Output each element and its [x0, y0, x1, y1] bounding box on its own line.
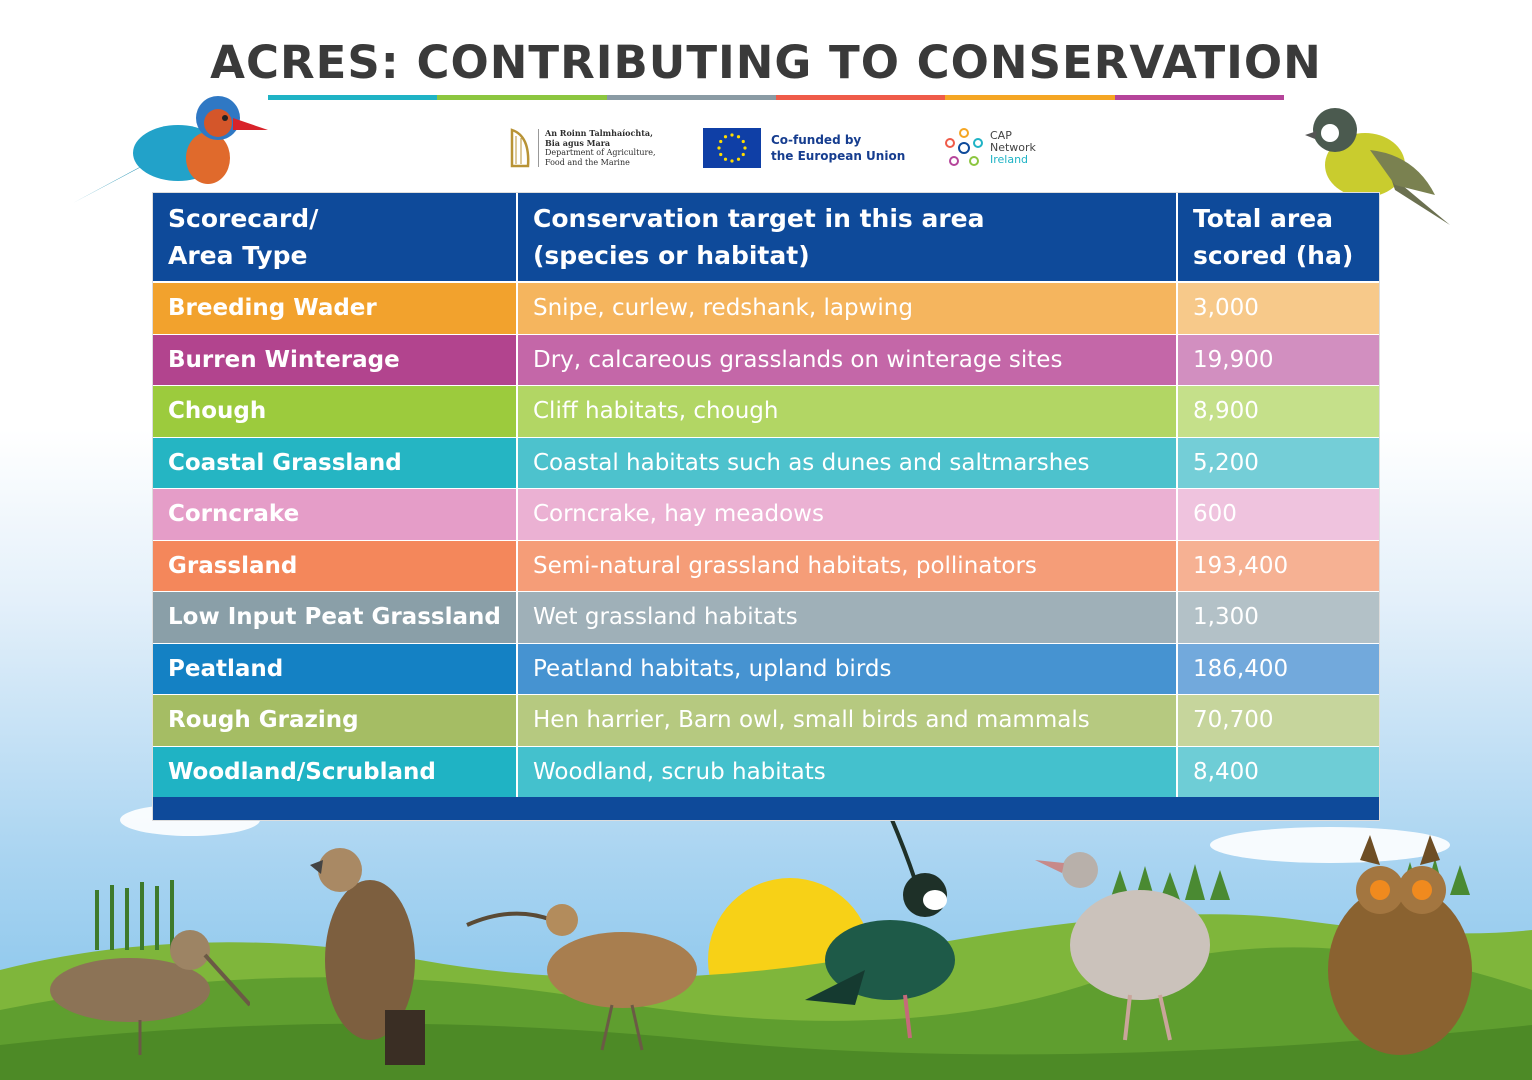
target-cell: Dry, calcareous grasslands on winterage …: [518, 334, 1178, 385]
cap-text-line-2: Network: [990, 141, 1036, 154]
target-cell: Woodland, scrub habitats: [518, 746, 1178, 797]
eu-star: [719, 139, 723, 144]
department-line-3: Department of Agriculture,: [545, 148, 656, 157]
target-cell: Coastal habitats such as dunes and saltm…: [518, 437, 1178, 488]
title-bar-segment: [1114, 95, 1284, 100]
eu-star: [741, 139, 745, 144]
target-cell: Wet grassland habitats: [518, 592, 1178, 643]
header-conservation-target: Conservation target in this area (species…: [518, 193, 1178, 281]
eu-star: [743, 146, 747, 150]
department-line-4: Food and the Marine: [545, 157, 630, 167]
area-type-cell: Coastal Grassland: [153, 437, 518, 488]
snipe-icon: [50, 930, 250, 1055]
target-cell: Cliff habitats, chough: [518, 386, 1178, 437]
cap-network-logo: CAP Network Ireland: [944, 124, 1036, 172]
eu-text-line-1: Co-funded by: [771, 133, 862, 147]
header-area-line-2: scored (ha): [1193, 241, 1354, 270]
kingfisher-icon: [73, 96, 268, 203]
eu-star: [736, 157, 741, 161]
title-bar-segment: [775, 95, 946, 100]
title-bar-segment: [268, 95, 438, 100]
total-area-cell: 193,400: [1178, 540, 1379, 591]
total-area-cell: 5,200: [1178, 437, 1379, 488]
header-area-line-1: Total area: [1193, 204, 1334, 233]
total-area-cell: 8,900: [1178, 386, 1379, 437]
eu-star: [719, 152, 723, 157]
owl-icon: [1328, 835, 1472, 1055]
header-area-type: Scorecard/Area Type: [153, 193, 518, 281]
harp-icon: [510, 128, 530, 168]
eu-star: [730, 133, 734, 137]
eu-text-line-2: the European Union: [771, 149, 906, 163]
total-area-cell: 8,400: [1178, 746, 1379, 797]
total-area-cell: 19,900: [1178, 334, 1379, 385]
eu-flag-icon: [703, 128, 761, 168]
title-bar-segment: [945, 95, 1115, 100]
eu-star: [730, 159, 734, 163]
finch-icon: [1305, 108, 1450, 225]
title-bar-segment: [437, 95, 607, 100]
total-area-cell: 3,000: [1178, 283, 1379, 334]
department-line-2: Bia agus Mara: [545, 137, 611, 148]
area-type-cell: Grassland: [153, 540, 518, 591]
title-bar-segment: [606, 95, 776, 100]
area-type-cell: Peatland: [153, 643, 518, 694]
corncrake-icon: [1035, 852, 1210, 1041]
conservation-table: Scorecard/Area Type Conservation target …: [152, 192, 1380, 821]
table-row: Burren Winterage Dry, calcareous grasslan…: [153, 334, 1379, 386]
curlew-icon: [466, 904, 697, 1051]
total-area-cell: 1,300: [1178, 592, 1379, 643]
target-cell: Peatland habitats, upland birds: [518, 643, 1178, 694]
table-row: Low Input Peat Grassland Wet grassland ha…: [153, 592, 1379, 644]
header-area-type-line-2: Area Type: [168, 241, 308, 270]
area-type-cell: Rough Grazing: [153, 695, 518, 746]
page-title: ACRES: CONTRIBUTING TO CONSERVATION: [210, 36, 1322, 89]
table-row: Corncrake Corncrake, hay meadows 600: [153, 489, 1379, 541]
target-cell: Snipe, curlew, redshank, lapwing: [518, 283, 1178, 334]
header-target-line-2: (species or habitat): [533, 241, 810, 270]
target-cell: Hen harrier, Barn owl, small birds and m…: [518, 695, 1178, 746]
table-footer-bar: [153, 797, 1379, 820]
table-row: Chough Cliff habitats, chough 8,900: [153, 386, 1379, 438]
table-row: Coastal Grassland Coastal habitats such a…: [153, 437, 1379, 489]
total-area-cell: 600: [1178, 489, 1379, 540]
area-type-cell: Corncrake: [153, 489, 518, 540]
department-logo: An Roinn Talmhaíochta, Bia agus Mara Dep…: [508, 124, 656, 172]
header-target-line-1: Conservation target in this area: [533, 204, 985, 233]
table-row: Grassland Semi-natural grassland habitats…: [153, 540, 1379, 592]
eu-star: [741, 152, 745, 157]
area-type-cell: Breeding Wader: [153, 283, 518, 334]
cap-text-line-3: Ireland: [990, 153, 1029, 166]
title-color-bar: [268, 95, 1284, 100]
table-row: Woodland/Scrubland Woodland, scrub habita…: [153, 746, 1379, 797]
eu-star: [723, 157, 728, 161]
area-type-cell: Chough: [153, 386, 518, 437]
eagle-icon: [310, 848, 425, 1065]
header-total-area: Total area scored (ha): [1178, 193, 1379, 281]
eu-star: [723, 135, 728, 139]
total-area-cell: 70,700: [1178, 695, 1379, 746]
header-area-type-line-1: Scorecard/: [168, 204, 319, 233]
department-line-1: An Roinn Talmhaíochta,: [545, 128, 653, 138]
table-header-row: Scorecard/Area Type Conservation target …: [153, 193, 1379, 283]
target-cell: Semi-natural grassland habitats, pollina…: [518, 540, 1178, 591]
area-type-cell: Woodland/Scrubland: [153, 746, 518, 797]
cap-text-line-1: CAP: [990, 129, 1012, 142]
area-type-cell: Burren Winterage: [153, 334, 518, 385]
area-type-cell: Low Input Peat Grassland: [153, 592, 518, 643]
eu-star: [736, 135, 741, 139]
department-text: An Roinn Talmhaíochta, Bia agus Mara Dep…: [538, 128, 656, 167]
table-body: Breeding Wader Snipe, curlew, redshank, l…: [153, 283, 1379, 797]
lapwing-icon: [805, 814, 955, 1039]
cap-network-icon: [945, 128, 983, 166]
eu-logo: Co-funded by the European Union: [703, 124, 905, 172]
table-row: Rough Grazing Hen harrier, Barn owl, smal…: [153, 695, 1379, 747]
table-row: Peatland Peatland habitats, upland birds 1…: [153, 643, 1379, 695]
eu-star: [717, 146, 721, 150]
table-row: Breeding Wader Snipe, curlew, redshank, l…: [153, 283, 1379, 335]
total-area-cell: 186,400: [1178, 643, 1379, 694]
target-cell: Corncrake, hay meadows: [518, 489, 1178, 540]
